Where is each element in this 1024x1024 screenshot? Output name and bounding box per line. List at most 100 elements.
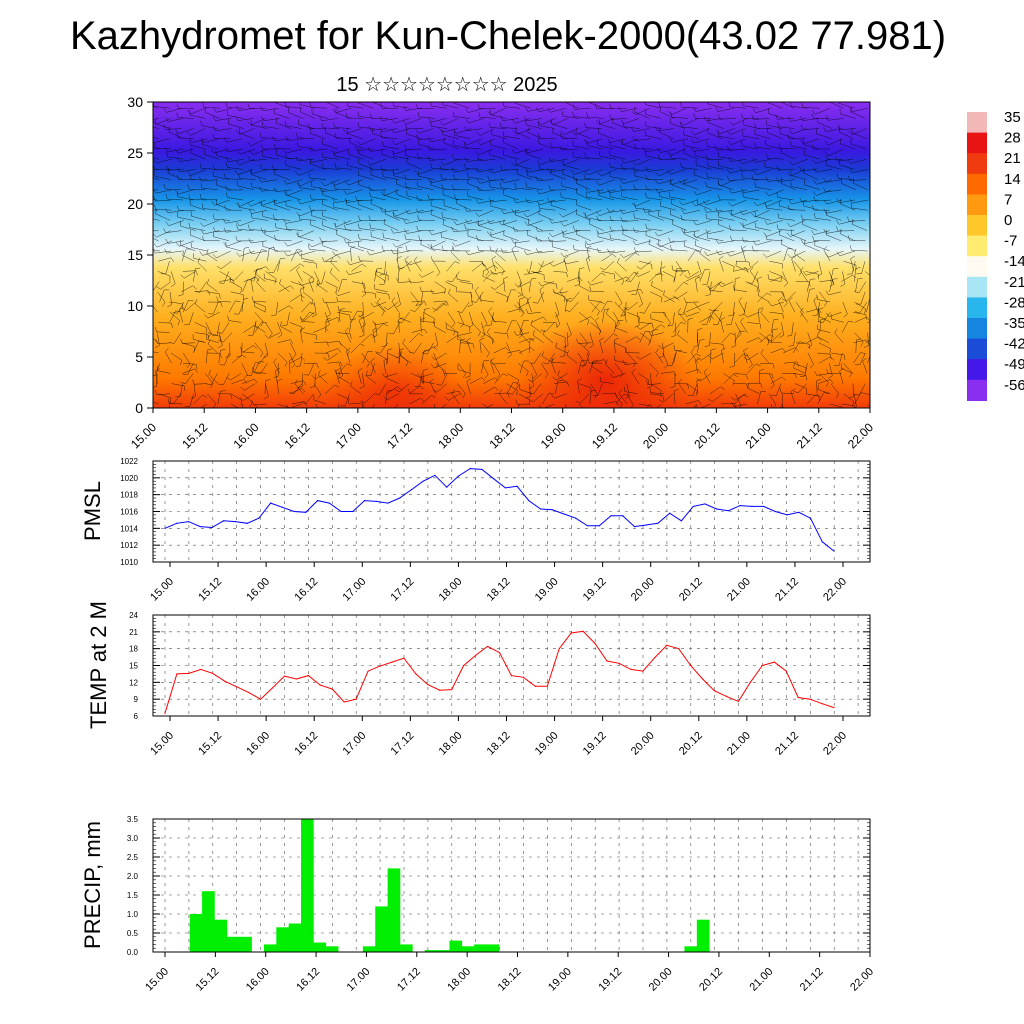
wind-barb-flag (698, 400, 702, 405)
wind-barb-flag (609, 114, 612, 120)
wind-barb-flag (165, 194, 168, 200)
wind-barb-flag (825, 253, 829, 258)
wind-barb-flag (180, 360, 183, 366)
wind-barb-flag (540, 329, 546, 333)
wind-barb-flag (511, 245, 516, 250)
wind-barb-flag (693, 345, 699, 348)
wind-barb-flag (462, 393, 466, 399)
wind-barb (370, 227, 387, 231)
wind-barb-flag (620, 179, 624, 184)
wind-barb (778, 126, 795, 129)
wind-barb-flag (392, 243, 397, 248)
wind-barb-flag (483, 323, 488, 328)
pm-point (434, 474, 436, 476)
wind-barb (268, 332, 281, 339)
wind-barb (322, 143, 338, 150)
wind-barb-flag (404, 255, 409, 260)
wind-barb-flag (813, 180, 817, 185)
wind-barb (842, 271, 846, 285)
wind-barb-flag (350, 333, 352, 339)
wind-barb-flag (189, 174, 192, 180)
wind-barb (651, 285, 664, 293)
wind-barb-flag (823, 208, 827, 214)
wind-barb (635, 240, 652, 246)
wind-barb-flag (706, 233, 708, 239)
wind-barb (433, 352, 439, 366)
wind-barb-flag (296, 249, 302, 251)
pm-point (821, 541, 823, 543)
wind-barb (226, 246, 242, 252)
wind-barb-flag (156, 286, 161, 290)
wind-barb (346, 350, 351, 364)
wind-barb (153, 118, 159, 120)
ytick-label: 1020 (120, 474, 138, 483)
wind-barb (622, 233, 638, 242)
wind-barb (756, 169, 772, 176)
temp-series (164, 630, 835, 714)
wind-barb (781, 392, 795, 395)
wind-barb-flag (402, 338, 406, 344)
wind-barb-flag (175, 396, 181, 398)
wind-barb (578, 285, 591, 293)
wind-barb-flag (704, 207, 707, 213)
wind-barb (155, 209, 172, 211)
wind-barb-flag (533, 374, 538, 379)
wind-barb-flag (205, 327, 207, 333)
wind-barb (819, 319, 822, 333)
wind-barb-flag (230, 393, 233, 399)
wind-barb-flag (596, 181, 600, 186)
wind-barb (429, 158, 446, 161)
wind-barb (213, 175, 230, 180)
wind-barb (735, 322, 742, 335)
wind-barb (635, 158, 651, 166)
wind-barb (156, 393, 170, 396)
wind-barb (405, 220, 422, 224)
wind-barb (301, 258, 315, 262)
wind-barb (818, 356, 831, 364)
wind-barb-flag (796, 361, 800, 367)
wind-barb-flag (291, 364, 296, 369)
tm-point (176, 673, 178, 675)
wind-barb (469, 403, 471, 408)
wind-barb-flag (492, 272, 497, 275)
wind-barb (556, 373, 568, 381)
wind-barb-flag (636, 266, 642, 270)
wind-barb (264, 380, 266, 394)
wind-barb (285, 165, 302, 170)
wind-barb (286, 179, 303, 185)
wind-barb-flag (422, 352, 428, 355)
wind-barb (503, 179, 520, 183)
wind-barb (215, 118, 232, 121)
wind-barb (297, 158, 314, 162)
wind-barb (394, 118, 410, 124)
wind-barb-flag (415, 129, 419, 134)
wind-barb-flag (524, 221, 528, 226)
wind-barb (506, 382, 514, 394)
wind-barb (233, 271, 244, 281)
wind-barb (224, 352, 230, 366)
wind-barb (660, 205, 677, 211)
wind-barb-flag (420, 398, 425, 402)
wind-barb-flag (728, 202, 732, 207)
wind-barb (576, 213, 592, 221)
wind-barb (627, 311, 640, 318)
wind-barb (434, 332, 439, 346)
wind-barb (466, 128, 483, 131)
wind-barb-flag (475, 198, 479, 204)
wind-barb (294, 383, 304, 394)
wind-barb-flag (609, 162, 611, 168)
wind-barb-flag (219, 353, 222, 359)
wind-barb (503, 142, 519, 150)
wind-barb (550, 107, 566, 113)
wind-barb-flag (144, 212, 145, 217)
wind-barb (285, 194, 302, 201)
wind-barb (490, 127, 507, 129)
wind-barb-flag (790, 141, 792, 147)
wind-barb (590, 322, 601, 331)
wind-barb (502, 169, 519, 171)
wind-barb-flag (387, 348, 393, 351)
wind-barb-flag (800, 139, 804, 144)
wind-barb-flag (718, 282, 722, 288)
wind-barb (169, 291, 173, 305)
